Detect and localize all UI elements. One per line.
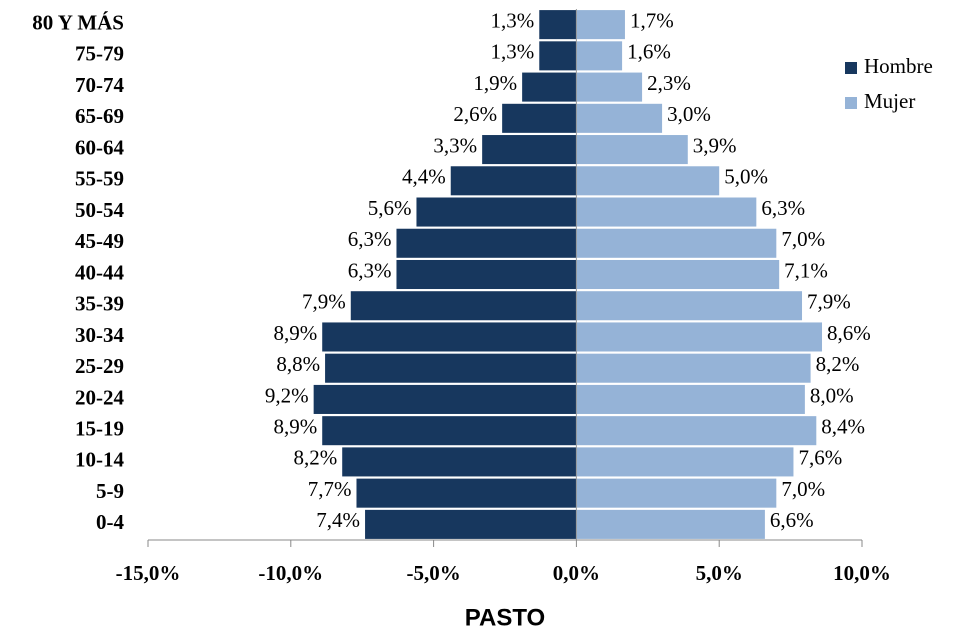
category-label: 35-39	[75, 292, 124, 316]
bar	[502, 103, 577, 133]
bar	[576, 478, 777, 508]
data-label: 7,9%	[302, 290, 346, 314]
bar	[576, 416, 817, 446]
bar	[576, 103, 663, 133]
data-label: 3,0%	[667, 102, 711, 126]
x-tick-label: -10,0%	[258, 561, 323, 585]
data-label: 6,3%	[348, 258, 392, 282]
bar	[576, 447, 794, 477]
bar	[576, 322, 823, 352]
bar	[342, 447, 577, 477]
data-label: 8,9%	[273, 414, 317, 438]
category-label: 15-19	[75, 416, 124, 440]
category-label: 30-34	[75, 323, 124, 347]
data-label: 6,6%	[770, 508, 814, 532]
data-label: 1,6%	[627, 40, 671, 64]
category-label: 55-59	[75, 167, 124, 191]
data-label: 7,1%	[784, 258, 828, 282]
data-label: 9,2%	[265, 383, 309, 407]
data-label: 8,9%	[273, 321, 317, 345]
data-label: 7,6%	[798, 446, 842, 470]
x-tick-label: 0,0%	[553, 561, 600, 585]
bar	[576, 166, 720, 196]
category-label: 80 Y MÁS	[32, 10, 124, 34]
data-label: 7,0%	[781, 227, 825, 251]
bar	[416, 197, 577, 227]
category-label: 40-44	[75, 260, 124, 284]
x-tick-label: -15,0%	[116, 561, 181, 585]
category-label: 75-79	[75, 42, 124, 66]
category-label: 0-4	[96, 510, 124, 534]
data-label: 1,7%	[630, 8, 674, 32]
data-label: 7,0%	[781, 477, 825, 501]
bar	[576, 259, 780, 290]
data-label: 5,0%	[724, 165, 768, 189]
bar	[576, 353, 811, 383]
legend-label: Mujer	[864, 89, 915, 113]
category-label: 65-69	[75, 104, 124, 128]
legend-swatch	[845, 62, 857, 74]
x-tick-label: 5,0%	[696, 561, 743, 585]
data-label: 3,3%	[433, 133, 477, 157]
data-label: 7,4%	[316, 508, 360, 532]
bar	[576, 10, 625, 40]
data-label: 1,9%	[473, 71, 517, 95]
data-label: 8,0%	[810, 383, 854, 407]
bar	[313, 384, 577, 414]
data-label: 4,4%	[402, 165, 446, 189]
x-tick-label: 10,0%	[833, 561, 891, 585]
bar	[322, 322, 577, 352]
data-label: 1,3%	[491, 40, 535, 64]
data-label: 2,6%	[453, 102, 497, 126]
data-label: 8,4%	[821, 414, 865, 438]
category-label: 10-14	[75, 448, 124, 472]
data-label: 1,3%	[491, 8, 535, 32]
data-label: 6,3%	[761, 196, 805, 220]
data-label: 7,9%	[807, 290, 851, 314]
data-label: 3,9%	[693, 133, 737, 157]
category-label: 5-9	[96, 479, 124, 503]
bar	[322, 416, 577, 446]
x-tick-label: -5,0%	[406, 561, 460, 585]
bar	[350, 291, 577, 321]
data-label: 6,3%	[348, 227, 392, 251]
bar	[576, 509, 765, 539]
bar	[576, 384, 805, 414]
category-label: 45-49	[75, 229, 124, 253]
legend-swatch	[845, 97, 857, 109]
data-label: 8,8%	[276, 352, 320, 376]
chart-title: PASTO	[465, 604, 545, 631]
bar	[576, 72, 643, 102]
bar	[576, 41, 623, 71]
data-label: 8,6%	[827, 321, 871, 345]
bar	[325, 353, 577, 383]
data-label: 2,3%	[647, 71, 691, 95]
bar	[576, 197, 757, 227]
bar	[539, 41, 577, 71]
bar	[356, 478, 577, 508]
category-label: 60-64	[75, 135, 124, 159]
data-label: 5,6%	[368, 196, 412, 220]
category-label: 25-29	[75, 354, 124, 378]
category-label: 20-24	[75, 385, 124, 409]
bar	[576, 291, 803, 321]
bar	[482, 135, 577, 165]
bar	[522, 72, 577, 102]
bar	[450, 166, 577, 196]
data-label: 8,2%	[816, 352, 860, 376]
bar	[396, 259, 577, 290]
bar	[576, 135, 688, 165]
bar	[365, 509, 577, 539]
bar	[396, 228, 577, 258]
category-label: 70-74	[75, 73, 124, 97]
category-label: 50-54	[75, 198, 124, 222]
data-label: 8,2%	[293, 446, 337, 470]
legend-label: Hombre	[864, 54, 933, 78]
bar	[539, 10, 577, 40]
bar	[576, 228, 777, 258]
data-label: 7,7%	[308, 477, 352, 501]
